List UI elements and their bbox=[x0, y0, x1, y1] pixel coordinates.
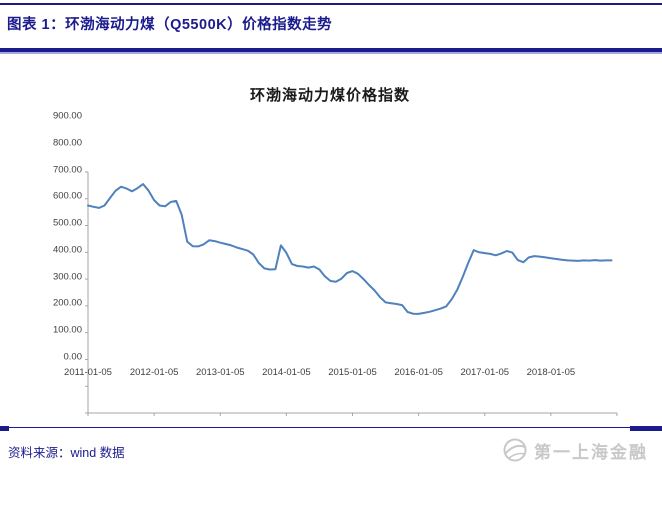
brand-footer: 第一上海金融 bbox=[502, 436, 654, 464]
y-tick-label: 0.00 bbox=[63, 351, 83, 363]
price-index-chart: 环渤海动力煤价格指数 0.00 100.00 200.00 300.00 400.00 5… bbox=[0, 56, 662, 416]
y-tick-label: 300.00 bbox=[52, 271, 82, 283]
x-tick-label: 2014-01-05 bbox=[262, 367, 311, 378]
header-divider-shadow bbox=[0, 52, 662, 54]
report-page: { "header": { "title": "图表 1：环渤海动力煤（Q550… bbox=[0, 3, 662, 464]
y-tick-label: 800.00 bbox=[52, 137, 82, 149]
header-divider-rule bbox=[0, 48, 662, 52]
y-tick-label: 600.00 bbox=[52, 190, 82, 202]
axis-tick-marks bbox=[85, 171, 618, 416]
x-tick-label: 2015-01-05 bbox=[328, 367, 377, 378]
footer-divider-rule bbox=[0, 427, 662, 428]
y-tick-label: 500.00 bbox=[52, 217, 82, 229]
footer-rule-left-cap bbox=[0, 426, 9, 431]
brand-text: 第一上海金融 bbox=[534, 442, 648, 462]
data-source-text: 资料来源：wind 数据 bbox=[8, 446, 125, 460]
footer-rule-right-cap bbox=[630, 426, 662, 431]
price-index-line bbox=[87, 183, 613, 315]
chart-canvas bbox=[85, 171, 618, 416]
x-tick-label: 2012-01-05 bbox=[129, 367, 179, 378]
y-tick-label: 200.00 bbox=[52, 297, 82, 309]
chart-title: 环渤海动力煤价格指数 bbox=[249, 87, 410, 104]
y-tick-label: 900.00 bbox=[52, 110, 82, 122]
x-tick-label: 2013-01-05 bbox=[195, 367, 245, 378]
y-tick-label: 400.00 bbox=[52, 244, 82, 256]
x-tick-label: 2016-01-05 bbox=[394, 367, 443, 378]
top-border-rule bbox=[0, 3, 662, 5]
page-title: 图表 1：环渤海动力煤（Q5500K）价格指数走势 bbox=[7, 17, 333, 33]
y-tick-label: 100.00 bbox=[52, 324, 82, 336]
x-tick-label: 2011-01-05 bbox=[64, 367, 112, 378]
x-tick-label: 2018-01-05 bbox=[526, 367, 576, 378]
y-tick-label: 700.00 bbox=[52, 164, 82, 176]
x-tick-label: 2017-01-05 bbox=[460, 367, 510, 378]
globe-swoosh-icon bbox=[503, 438, 527, 462]
